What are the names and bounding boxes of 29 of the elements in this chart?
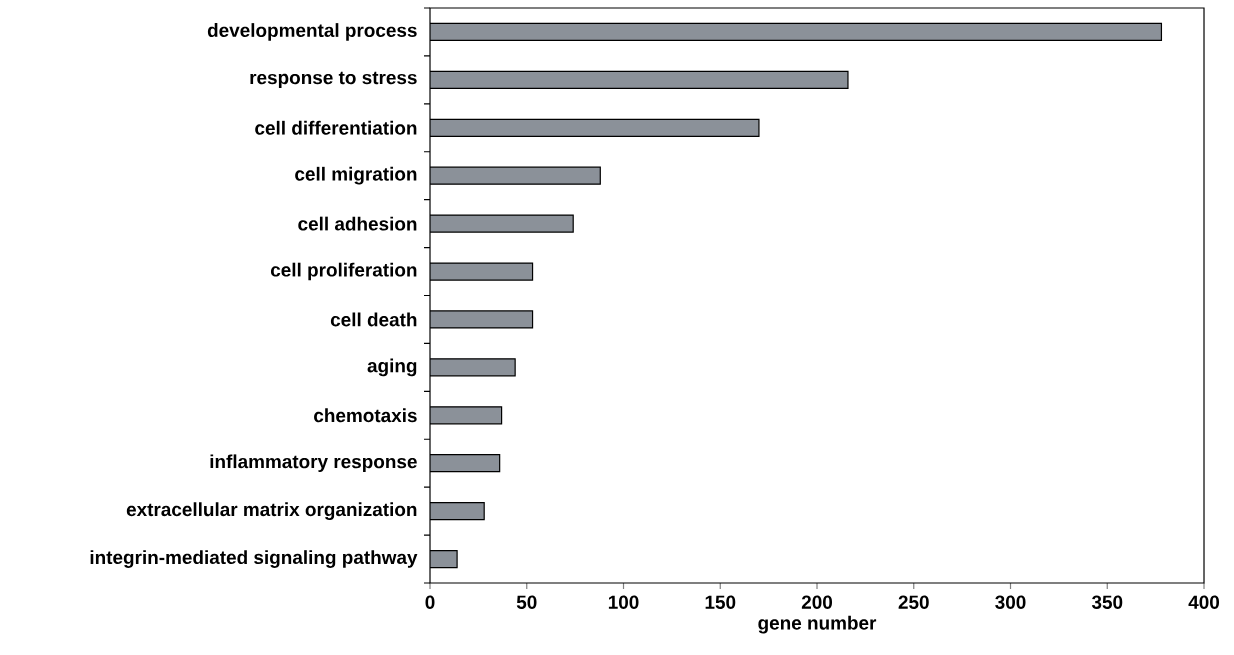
y-tick-label: cell death xyxy=(330,312,417,327)
x-tick-label: 150 xyxy=(705,595,736,609)
y-tick-label: chemotaxis xyxy=(314,408,417,423)
bar xyxy=(430,118,760,137)
y-tick-label: response to stress xyxy=(250,71,417,88)
bar xyxy=(430,22,1163,42)
bar xyxy=(430,70,849,89)
bar xyxy=(430,406,503,425)
x-tick-label: 300 xyxy=(995,595,1026,609)
x-tick-label: 250 xyxy=(898,595,929,609)
x-axis-title: gene number xyxy=(758,615,877,634)
y-tick-label: cell migration xyxy=(295,166,417,185)
y-tick-label: aging xyxy=(367,358,417,377)
y-tick-label: extracellular matrix organization xyxy=(126,502,417,520)
bar xyxy=(430,502,485,521)
bar xyxy=(430,454,501,473)
bar xyxy=(430,166,601,185)
x-tick-label: 0 xyxy=(425,595,435,609)
y-tick-label: cell proliferation xyxy=(270,262,417,281)
y-tick-label: developmental process xyxy=(207,23,417,41)
y-tick-label: cell differentiation xyxy=(255,120,417,135)
y-tick-label: cell adhesion xyxy=(298,216,417,231)
x-tick-label: 50 xyxy=(516,595,537,609)
y-tick-label: inflammatory response xyxy=(210,454,417,473)
x-tick-label: 400 xyxy=(1188,595,1220,609)
x-tick-label: 350 xyxy=(1091,595,1123,609)
x-tick-label: 200 xyxy=(801,595,833,609)
x-tick-label: 100 xyxy=(608,595,639,609)
y-tick-label: integrin-mediated signaling pathway xyxy=(90,550,418,568)
